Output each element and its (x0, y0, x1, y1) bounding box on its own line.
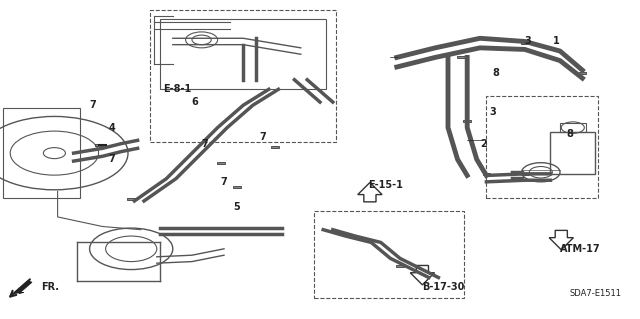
Text: FR.: FR. (42, 282, 60, 292)
Bar (3, 108, 80, 198)
Bar (463, 120, 471, 122)
Bar (150, 10, 336, 142)
Text: E-8-1: E-8-1 (163, 84, 191, 94)
Bar (271, 146, 279, 148)
Text: 6: 6 (192, 97, 198, 107)
Text: ATM-17: ATM-17 (560, 244, 600, 254)
Text: 1: 1 (554, 36, 560, 47)
Text: 3: 3 (490, 107, 496, 117)
Text: SDA7-E1511: SDA7-E1511 (570, 289, 621, 298)
Text: 5: 5 (234, 202, 240, 212)
Bar (396, 265, 404, 267)
Bar (95, 144, 103, 146)
Text: 8: 8 (493, 68, 499, 78)
Bar (483, 173, 490, 175)
Polygon shape (549, 230, 573, 250)
Text: E-15-1: E-15-1 (368, 180, 403, 190)
Text: 7: 7 (259, 132, 266, 142)
Text: 8: 8 (566, 129, 573, 139)
Bar (198, 227, 205, 229)
Bar (233, 186, 241, 188)
Text: 7: 7 (202, 138, 208, 149)
Bar (560, 123, 586, 132)
Polygon shape (410, 265, 435, 285)
Bar (314, 211, 464, 298)
Text: 7: 7 (90, 100, 96, 110)
Bar (550, 132, 595, 174)
Bar (127, 198, 135, 200)
Text: 2: 2 (480, 138, 486, 149)
Polygon shape (14, 281, 32, 293)
Bar (579, 72, 586, 74)
Bar (457, 56, 465, 58)
Bar (521, 42, 529, 44)
Text: 4: 4 (109, 122, 115, 133)
Bar (160, 19, 326, 89)
Bar (486, 96, 598, 198)
Text: 7: 7 (221, 177, 227, 187)
Text: 3: 3 (525, 36, 531, 47)
Text: 7: 7 (109, 154, 115, 165)
Polygon shape (358, 182, 382, 202)
Bar (521, 173, 529, 175)
Bar (217, 162, 225, 164)
Text: B-17-30: B-17-30 (422, 282, 465, 292)
